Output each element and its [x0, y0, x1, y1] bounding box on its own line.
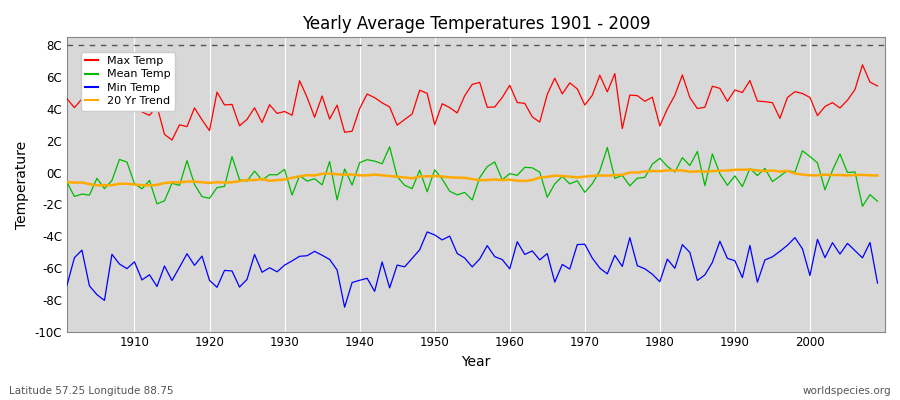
X-axis label: Year: Year	[462, 355, 490, 369]
Y-axis label: Temperature: Temperature	[15, 140, 29, 228]
Text: Latitude 57.25 Longitude 88.75: Latitude 57.25 Longitude 88.75	[9, 386, 174, 396]
Text: worldspecies.org: worldspecies.org	[803, 386, 891, 396]
Title: Yearly Average Temperatures 1901 - 2009: Yearly Average Temperatures 1901 - 2009	[302, 15, 650, 33]
Legend: Max Temp, Mean Temp, Min Temp, 20 Yr Trend: Max Temp, Mean Temp, Min Temp, 20 Yr Tre…	[81, 52, 176, 111]
